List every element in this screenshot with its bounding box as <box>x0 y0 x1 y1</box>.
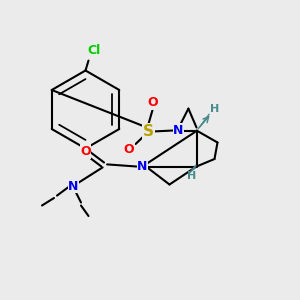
Text: Cl: Cl <box>88 44 101 58</box>
Text: N: N <box>137 160 148 173</box>
Text: O: O <box>80 145 91 158</box>
Text: S: S <box>143 124 154 139</box>
Text: N: N <box>68 179 79 193</box>
Text: H: H <box>210 104 219 114</box>
Text: O: O <box>148 96 158 110</box>
Polygon shape <box>189 165 196 173</box>
Text: H: H <box>188 171 196 182</box>
Text: O: O <box>124 143 134 156</box>
Text: N: N <box>173 124 184 137</box>
